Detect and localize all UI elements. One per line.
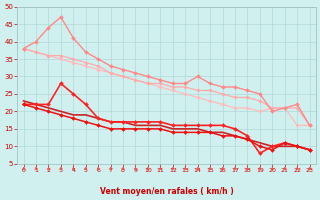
X-axis label: Vent moyen/en rafales ( km/h ): Vent moyen/en rafales ( km/h ) (100, 187, 234, 196)
